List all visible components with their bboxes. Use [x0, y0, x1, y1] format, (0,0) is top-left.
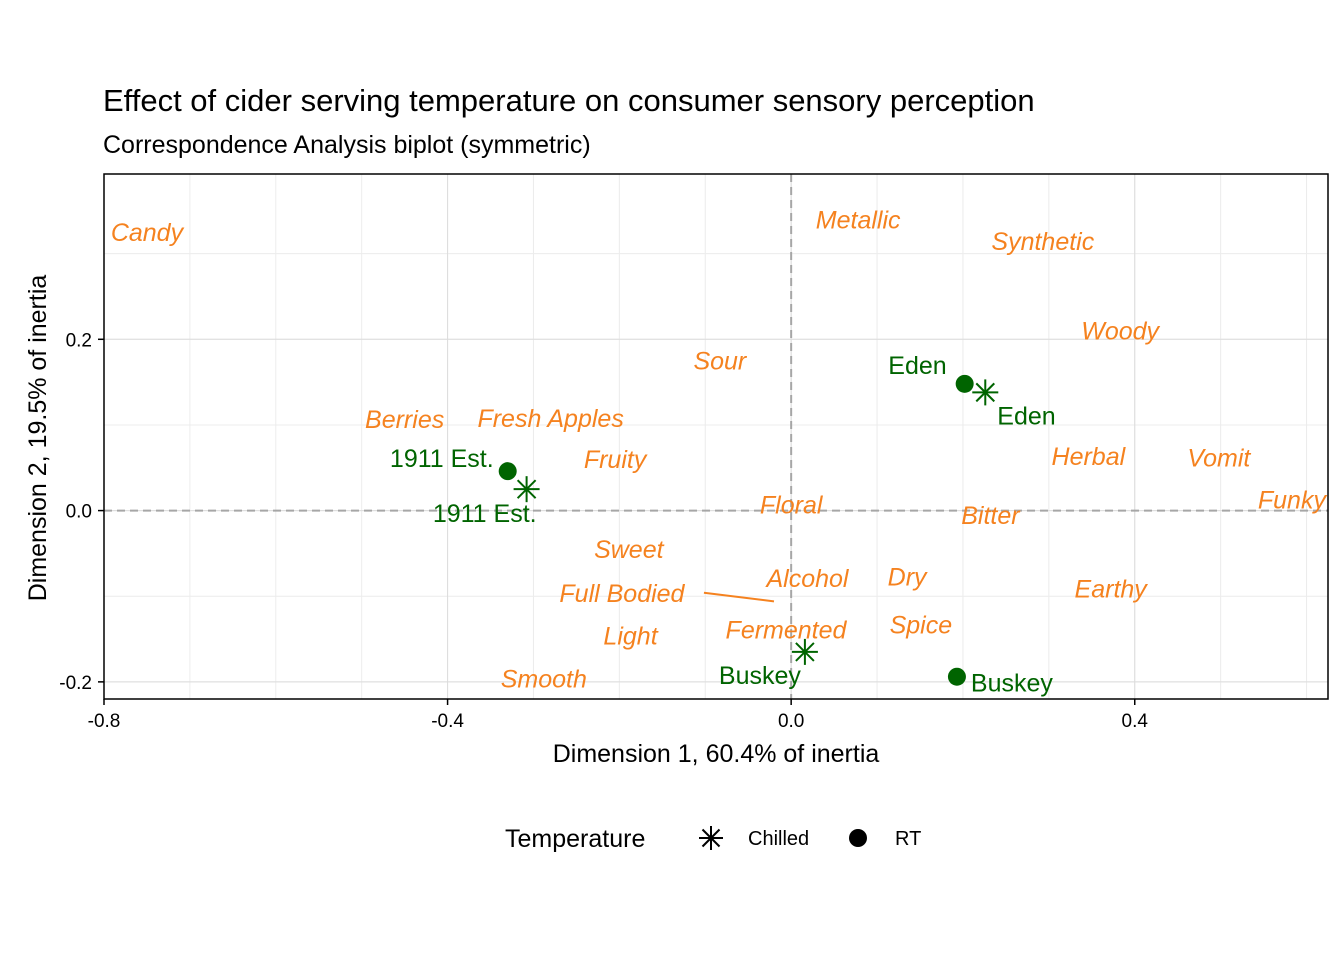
- attribute-label: Fruity: [584, 446, 648, 474]
- cider-point-rt: [947, 667, 966, 686]
- plot-panel: Candy Metallic Synthetic Woody Sour Berries Fr…: [59, 173, 1329, 732]
- y-axis-title: Dimension 2, 19.5% of inertia: [24, 275, 52, 602]
- attribute-label: Sour: [693, 348, 747, 376]
- cider-point-chilled: [513, 476, 540, 503]
- attribute-label: Dry: [888, 564, 928, 592]
- attribute-label: Fermented: [726, 617, 848, 645]
- cider-label: Buskey: [719, 662, 801, 690]
- attribute-label: Sweet: [594, 536, 665, 564]
- legend-label-rt: RT: [895, 828, 921, 850]
- attribute-label: Alcohol: [764, 565, 849, 593]
- attribute-label: Woody: [1081, 318, 1160, 346]
- attribute-leader-line: [703, 591, 775, 603]
- y-tick-label: -0.2: [59, 673, 92, 694]
- attribute-label: Herbal: [1052, 443, 1127, 471]
- x-tick-label: -0.8: [88, 711, 121, 732]
- attribute-label: Smooth: [501, 665, 587, 693]
- x-tick-label: 0.4: [1122, 711, 1149, 732]
- panel-border: [103, 173, 1329, 700]
- x-tick-label: -0.4: [431, 711, 464, 732]
- cider-label: Buskey: [971, 670, 1053, 698]
- attribute-label: Earthy: [1075, 576, 1149, 604]
- x-tick-label: 0.0: [778, 711, 804, 732]
- chart-title: Effect of cider serving temperature on c…: [103, 83, 1035, 118]
- y-tick-label: 0.0: [66, 502, 92, 523]
- cider-label: Eden: [888, 352, 946, 380]
- x-axis-title: Dimension 1, 60.4% of inertia: [553, 740, 880, 768]
- cider-point-rt: [498, 462, 517, 481]
- panel-background: [104, 174, 1328, 699]
- cider-label: Eden: [997, 402, 1055, 430]
- chart-subtitle: Correspondence Analysis biplot (symmetri…: [103, 131, 591, 159]
- legend-title: Temperature: [505, 825, 645, 853]
- cider-point-chilled: [972, 379, 999, 406]
- cider-label: 1911 Est.: [433, 500, 537, 528]
- attribute-label: Bitter: [961, 502, 1021, 530]
- attribute-label: Funky: [1258, 486, 1328, 514]
- attribute-label: Fresh Apples: [477, 405, 623, 433]
- attribute-label: Vomit: [1187, 444, 1251, 472]
- attribute-label: Metallic: [816, 206, 901, 234]
- cider-point-rt: [955, 374, 974, 393]
- attribute-label: Floral: [760, 492, 824, 520]
- legend-chilled-icon: [699, 826, 723, 850]
- attribute-label: Light: [603, 623, 658, 651]
- attribute-label: Berries: [365, 406, 444, 434]
- attribute-label: Full Bodied: [559, 580, 685, 608]
- legend-label-chilled: Chilled: [748, 828, 809, 850]
- cider-point-chilled: [791, 638, 818, 665]
- attribute-label: Spice: [890, 611, 953, 639]
- cider-label: 1911 Est.: [390, 445, 494, 473]
- legend: Temperature Chilled RT: [505, 825, 921, 853]
- attribute-label: Candy: [111, 219, 185, 247]
- y-tick-label: 0.2: [66, 330, 92, 351]
- attribute-label: Synthetic: [991, 228, 1094, 256]
- legend-rt-icon: [849, 829, 867, 847]
